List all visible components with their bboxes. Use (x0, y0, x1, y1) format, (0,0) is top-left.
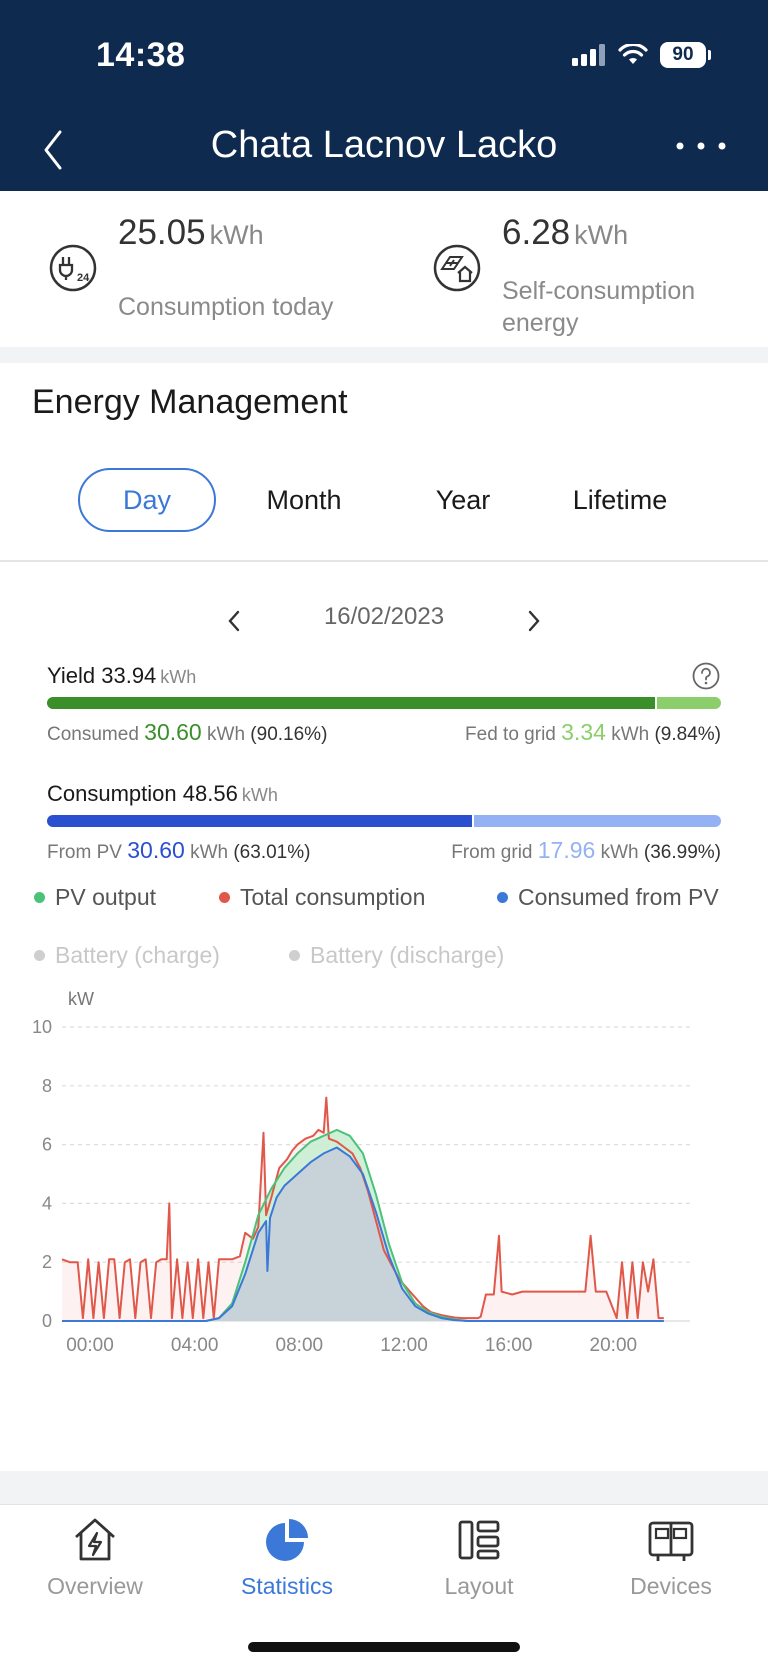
date-label[interactable]: 16/02/2023 (323, 603, 445, 630)
status-icons: 90 (572, 40, 711, 70)
date-selector: 16/02/2023 (0, 603, 768, 643)
legend-pv-output[interactable]: PV output (34, 884, 156, 911)
x-tick-label: 16:00 (485, 1335, 533, 1356)
nav-layout[interactable]: Layout (384, 1515, 574, 1615)
legend-dot (289, 950, 300, 961)
svg-text:24: 24 (77, 272, 90, 284)
wifi-icon (618, 44, 648, 64)
more-options-icon[interactable] (674, 136, 728, 156)
legend-dot (219, 892, 230, 903)
total-consumption-line (61, 1096, 664, 1320)
bar-separator (654, 697, 657, 709)
legend-consumed-from-pv[interactable]: Consumed from PV (497, 884, 719, 911)
consumption-pv-segment (47, 815, 472, 827)
solar-house-icon (433, 244, 481, 292)
bottom-navigation: Overview Statistics Layout Devices (0, 1504, 768, 1666)
yield-label: Yield 33.94 kWh (47, 663, 197, 688)
yield-consumed-segment (47, 697, 655, 709)
summary-card: 24 25.05 kWh Consumption today 6.28 kWh Se… (0, 191, 768, 347)
yield-fed-segment (656, 697, 721, 709)
x-tick-label: 20:00 (590, 1335, 638, 1356)
fed-to-grid-stat: Fed to grid 3.34 kWh (9.84%) (465, 719, 721, 745)
consumed-from-pv-area (62, 1147, 664, 1321)
status-time: 14:38 (96, 36, 186, 74)
power-line-chart[interactable]: kW 0 2 4 6 8 10 00:00 04:00 08:00 12:00 16:00 20:00 (0, 983, 768, 1423)
consumed-from-pv-line (62, 1146, 664, 1322)
x-tick-label: 12:00 (380, 1335, 428, 1356)
pv-output-line (62, 1128, 664, 1322)
y-tick-label: 2 (42, 1252, 52, 1272)
nav-statistics[interactable]: Statistics (192, 1515, 382, 1615)
yield-bar (47, 697, 721, 709)
bar-separator (471, 815, 474, 827)
tab-month[interactable]: Month (266, 484, 342, 515)
y-tick-label: 6 (42, 1135, 52, 1155)
from-grid-stat: From grid 17.96 kWh (36.99%) (451, 837, 721, 863)
signal-icon (572, 44, 605, 66)
nav-label: Statistics (240, 1573, 334, 1599)
self-consumption-label: Self-consumption energy (502, 277, 696, 337)
battery-indicator: 90 (660, 42, 711, 68)
back-button[interactable] (38, 128, 70, 172)
tabs-divider (0, 560, 768, 562)
consumption-today-value: 25.05 kWh (118, 213, 264, 252)
pie-chart-icon (266, 1519, 308, 1561)
consumption-bar (47, 815, 721, 827)
nav-label: Layout (444, 1573, 514, 1599)
tab-year[interactable]: Year (435, 484, 491, 515)
page-title: Chata Lacnov Lacko (210, 124, 558, 166)
consumption-label: Consumption 48.56 kWh (47, 781, 278, 806)
nav-label: Devices (630, 1573, 712, 1599)
x-tick-label: 08:00 (276, 1335, 324, 1356)
layout-icon (458, 1520, 500, 1560)
home-indicator (248, 1642, 520, 1652)
help-icon[interactable] (692, 662, 720, 690)
section-title: Energy Management (32, 383, 348, 421)
y-tick-label: 10 (32, 1017, 52, 1037)
consumed-stat: Consumed 30.60 kWh (90.16%) (47, 719, 328, 745)
nav-label: Overview (47, 1573, 143, 1599)
nav-overview[interactable]: Overview (0, 1515, 190, 1615)
self-consumption-value: 6.28 kWh (502, 213, 629, 252)
app-header: 14:38 90 Chata Lacnov Lacko (0, 0, 768, 191)
consumption-grid-segment (473, 815, 721, 827)
y-axis-unit: kW (68, 989, 94, 1009)
x-tick-label: 00:00 (66, 1335, 114, 1356)
legend-total-consumption[interactable]: Total consumption (219, 884, 425, 911)
x-tick-label: 04:00 (171, 1335, 219, 1356)
legend-dot (34, 950, 45, 961)
next-date-icon[interactable] (524, 607, 544, 635)
tab-day[interactable]: Day (78, 468, 216, 532)
prev-date-icon[interactable] (224, 607, 244, 635)
y-tick-label: 4 (42, 1193, 52, 1213)
plug-24-icon: 24 (49, 244, 97, 292)
devices-icon (648, 1521, 694, 1561)
consumption-today-label: Consumption today (118, 293, 334, 321)
home-bolt-icon (75, 1518, 115, 1561)
energy-management-card: Energy Management Day Month Year Lifetim… (0, 363, 768, 1471)
from-pv-stat: From PV 30.60 kWh (63.01%) (47, 837, 311, 863)
y-tick-label: 8 (42, 1076, 52, 1096)
y-tick-label: 0 (42, 1311, 52, 1331)
legend-dot (34, 892, 45, 903)
legend-battery-charge[interactable]: Battery (charge) (34, 942, 220, 969)
nav-devices[interactable]: Devices (576, 1515, 766, 1615)
legend-battery-discharge[interactable]: Battery (discharge) (289, 942, 504, 969)
tab-lifetime[interactable]: Lifetime (572, 484, 668, 515)
legend-dot (497, 892, 508, 903)
period-tabs: Day Month Year Lifetime (0, 468, 768, 534)
